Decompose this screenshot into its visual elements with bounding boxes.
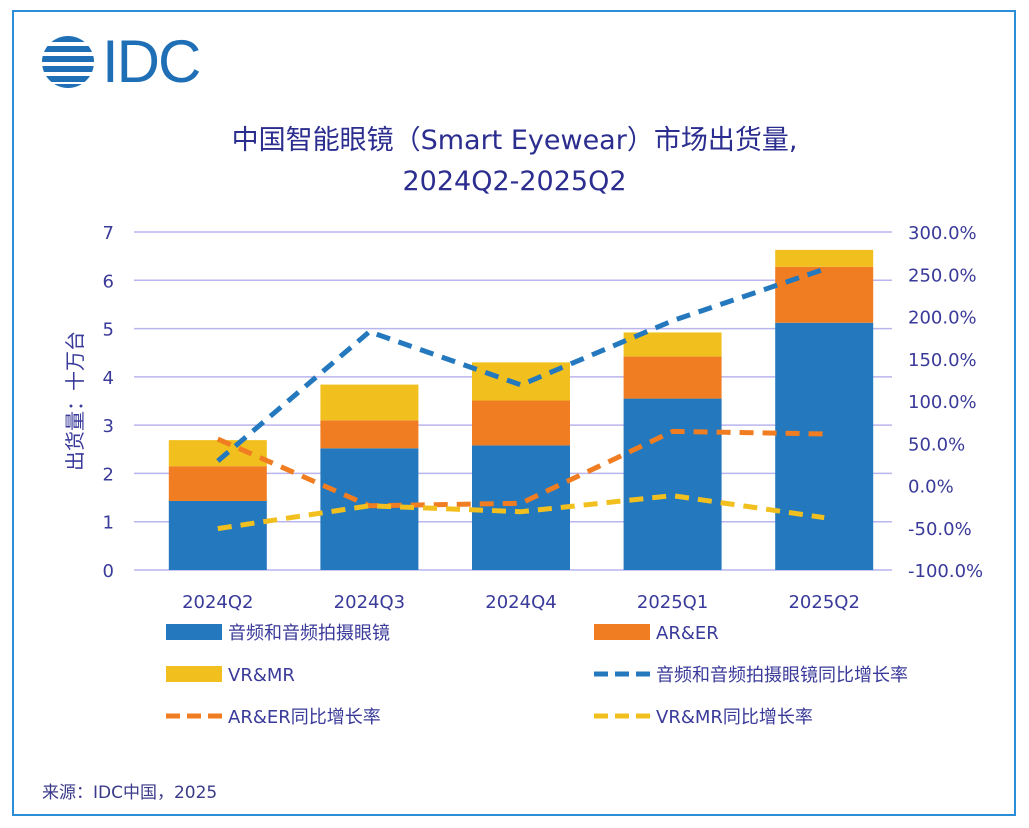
x-tick-label: 2025Q1: [637, 592, 708, 613]
idc-logo: IDC: [40, 28, 201, 95]
line-series: [217, 493, 825, 532]
legend-label: AR&ER: [656, 623, 719, 644]
globe-logo-icon: [42, 36, 94, 88]
chart: 0 1 2 3 4 5 6 7 -100.0% -50.0% 0.0% 50.0% 100.0% 150.…: [63, 223, 983, 728]
logo-text: IDC: [102, 28, 201, 95]
y2-tick-label: 150.0%: [908, 350, 977, 371]
legend-label: 音频和音频拍摄眼镜同比增长率: [656, 665, 908, 686]
bar-segment: [168, 466, 267, 501]
y2-tick-label: 300.0%: [908, 223, 977, 244]
bar-segment: [775, 266, 874, 323]
chart-title-line1: 中国智能眼镜（Smart Eyewear）市场出货量,: [231, 125, 798, 156]
x-tick-label: 2024Q3: [334, 592, 405, 613]
y2-tick-label: 50.0%: [908, 434, 965, 455]
legend-swatch: [166, 666, 222, 682]
y2-tick-label: 100.0%: [908, 392, 977, 413]
y-tick-label: 5: [103, 320, 114, 341]
bar-segment: [623, 356, 722, 399]
x-tick-label: 2024Q4: [485, 592, 556, 613]
y-tick-label: 3: [103, 416, 114, 437]
legend-label: VR&MR: [228, 665, 295, 686]
x-tick-label: 2024Q2: [182, 592, 253, 613]
bar-segment: [472, 400, 570, 446]
y2-tick-label: 250.0%: [908, 265, 977, 286]
y2-tick-label: 0.0%: [908, 477, 954, 498]
legend-label: 音频和音频拍摄眼镜: [228, 623, 390, 644]
y-tick-label: 1: [103, 513, 114, 534]
legend-label: VR&MR同比增长率: [656, 707, 813, 728]
y-tick-label: 7: [103, 223, 114, 244]
y-tick-label: 2: [103, 464, 114, 485]
y-axis-label: 出货量：十万台: [63, 331, 87, 471]
y-tick-label: 0: [103, 561, 114, 582]
bar-segment: [623, 398, 722, 570]
y2-tick-label: 200.0%: [908, 308, 977, 329]
chart-frame: [12, 10, 1016, 816]
line-series: [216, 428, 825, 509]
legend-label: AR&ER同比增长率: [228, 707, 381, 728]
bar-segment: [320, 420, 419, 449]
y2-tick-label: -100.0%: [908, 561, 983, 582]
x-tick-label: 2025Q2: [788, 592, 859, 613]
legend-swatch: [166, 624, 222, 640]
line-series: [216, 266, 826, 463]
bar-segment: [472, 445, 570, 570]
bar-segment: [320, 384, 419, 421]
y2-tick-label: -50.0%: [908, 519, 972, 540]
bar-segment: [168, 440, 267, 467]
chart-title-line2: 2024Q2-2025Q2: [402, 166, 627, 197]
y-tick-label: 6: [103, 271, 114, 292]
bar-segment: [168, 500, 267, 570]
legend-swatch: [594, 624, 650, 640]
source-note: 来源：IDC中国，2025: [42, 783, 218, 803]
y-tick-label: 4: [103, 368, 114, 389]
bar-segment: [775, 322, 874, 570]
bar-segment: [775, 249, 874, 267]
